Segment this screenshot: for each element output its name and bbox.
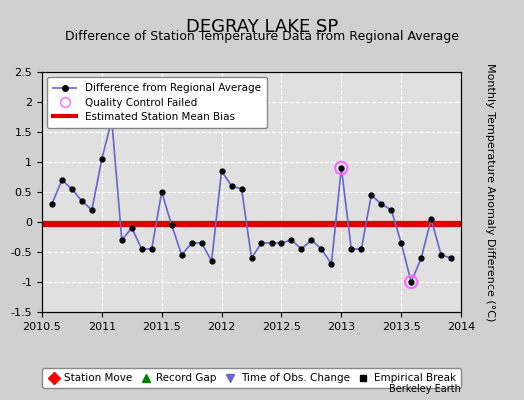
Point (337, 165, 345, 171)
Legend: Station Move, Record Gap, Time of Obs. Change, Empirical Break: Station Move, Record Gap, Time of Obs. C… (42, 368, 461, 388)
Point (407, 279, 416, 285)
Text: Difference of Station Temperature Data from Regional Average: Difference of Station Temperature Data f… (65, 30, 459, 43)
Y-axis label: Monthly Temperature Anomaly Difference (°C): Monthly Temperature Anomaly Difference (… (485, 63, 495, 321)
Text: Berkeley Earth: Berkeley Earth (389, 384, 461, 394)
Text: DEGRAY LAKE SP: DEGRAY LAKE SP (186, 18, 338, 36)
